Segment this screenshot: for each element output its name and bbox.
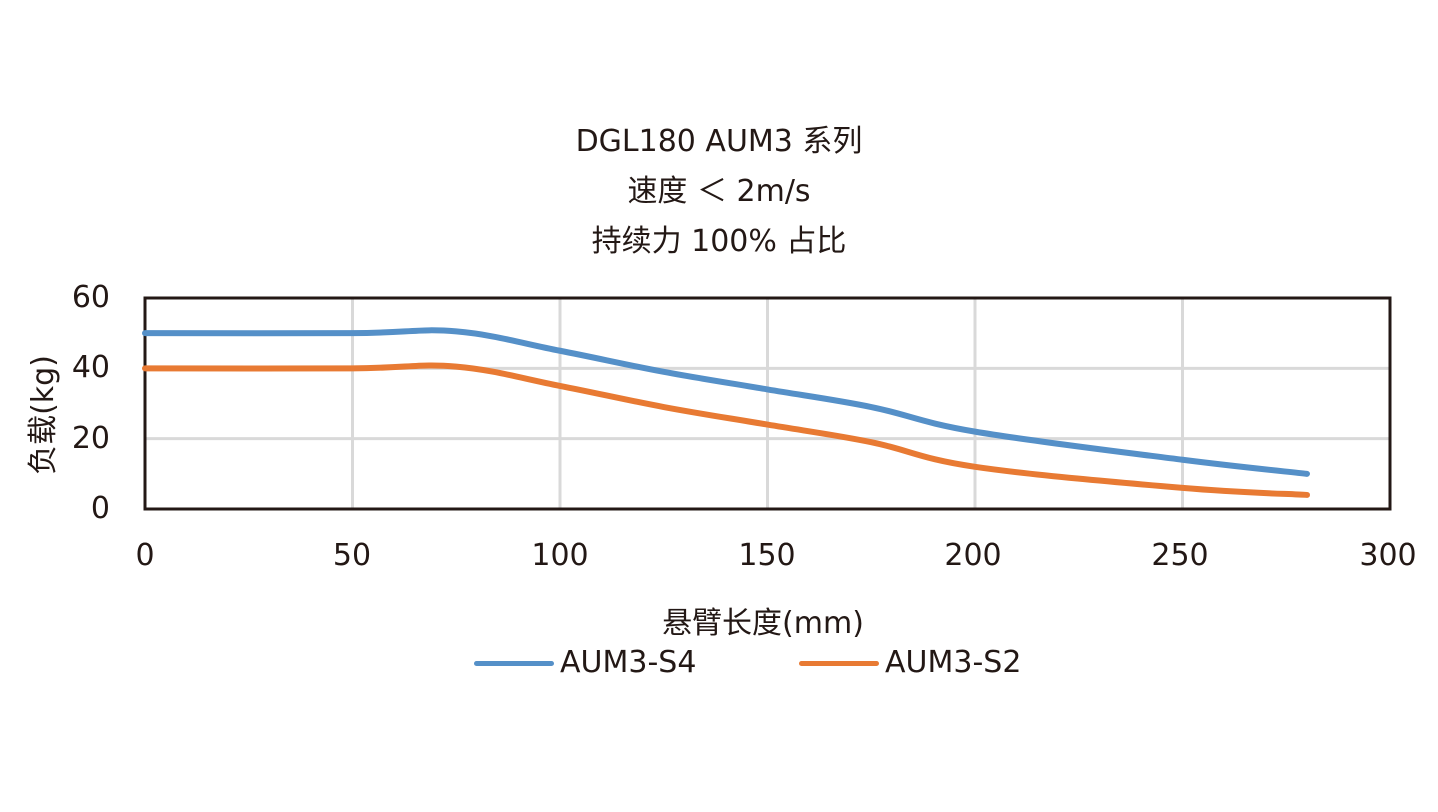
- plot-frame: [143, 296, 1392, 511]
- x-axis-label: 悬臂长度(mm): [662, 606, 864, 641]
- legend-label: AUM3-S4: [560, 645, 697, 680]
- y-axis-label: 负载(kg): [26, 355, 61, 475]
- y-tick-20: 20: [71, 421, 110, 456]
- series-line-aum3-s2: [142, 362, 1310, 498]
- gridlines: [145, 298, 1390, 509]
- chart-title: DGL180 AUM3 系列: [575, 124, 863, 159]
- y-tick-40: 40: [71, 350, 110, 385]
- x-tick-100: 100: [531, 538, 589, 573]
- legend-line-icon: [799, 660, 879, 666]
- y-tick-60: 60: [71, 280, 110, 315]
- x-tick-150: 150: [738, 538, 796, 573]
- legend-item-s4: AUM3-S4: [474, 646, 696, 680]
- chart-subtitle-speed: 速度 ＜ 2m/s: [627, 174, 811, 209]
- x-tick-300: 300: [1359, 538, 1417, 573]
- data-lines: [142, 327, 1310, 498]
- x-tick-250: 250: [1151, 538, 1209, 573]
- x-tick-50: 50: [332, 538, 372, 573]
- x-tick-200: 200: [944, 538, 1002, 573]
- chart-subtitle-force: 持续力 100% 占比: [591, 224, 847, 259]
- legend-item-s2: AUM3-S2: [799, 646, 1021, 680]
- legend-line-icon: [474, 660, 554, 666]
- x-tick-0: 0: [135, 538, 155, 573]
- y-tick-0: 0: [90, 491, 110, 526]
- legend-label: AUM3-S2: [885, 645, 1022, 680]
- series-line-aum3-s4: [142, 327, 1310, 477]
